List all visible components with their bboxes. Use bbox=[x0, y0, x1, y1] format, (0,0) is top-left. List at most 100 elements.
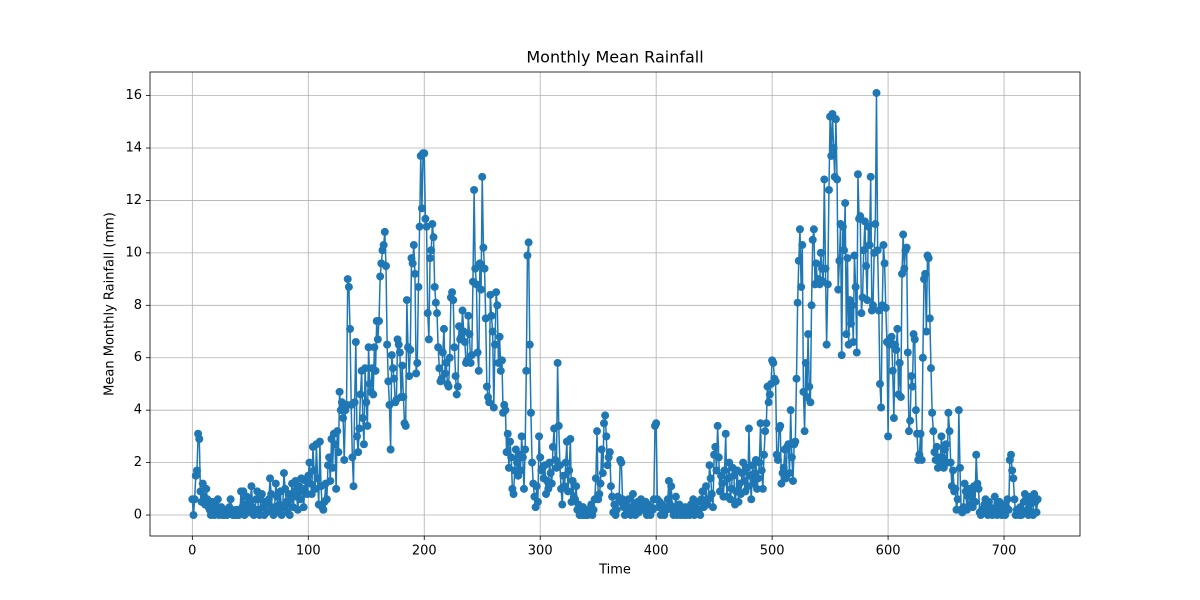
y-tick-label: 10 bbox=[125, 245, 142, 260]
data-point bbox=[707, 490, 716, 499]
data-point bbox=[599, 419, 608, 428]
data-point bbox=[516, 466, 525, 475]
data-point bbox=[458, 306, 467, 315]
data-point bbox=[841, 199, 850, 208]
data-point bbox=[195, 435, 204, 444]
ticks: 0 100 200 300 400 500 600 700 0 2 4 6 8 10 12 14 16 bbox=[125, 88, 1016, 558]
data-point bbox=[1010, 495, 1019, 504]
data-point bbox=[522, 366, 531, 375]
data-point bbox=[842, 330, 851, 339]
data-point bbox=[536, 453, 545, 462]
data-point bbox=[319, 505, 328, 514]
data-point bbox=[892, 345, 901, 354]
data-point bbox=[1008, 466, 1017, 475]
data-point bbox=[455, 322, 464, 331]
data-point bbox=[554, 421, 563, 430]
data-point bbox=[753, 484, 762, 493]
axes-frame bbox=[149, 71, 1081, 537]
data-point bbox=[464, 311, 473, 320]
data-point bbox=[496, 366, 505, 375]
data-point bbox=[471, 264, 480, 273]
data-point bbox=[1007, 450, 1016, 459]
data-point bbox=[953, 495, 962, 504]
data-point bbox=[365, 379, 374, 388]
data-point bbox=[1004, 505, 1013, 514]
data-point bbox=[756, 419, 765, 428]
data-point bbox=[558, 500, 567, 509]
data-point bbox=[946, 458, 955, 467]
data-point bbox=[895, 358, 904, 367]
data-point bbox=[525, 340, 534, 349]
x-tick-label: 300 bbox=[528, 544, 553, 559]
data-point bbox=[394, 340, 403, 349]
y-tick-label: 2 bbox=[134, 455, 142, 470]
data-point bbox=[402, 296, 411, 305]
x-tick-label: 200 bbox=[412, 544, 437, 559]
data-point bbox=[906, 416, 915, 425]
data-point bbox=[805, 382, 814, 391]
data-point bbox=[492, 288, 501, 297]
data-point bbox=[497, 356, 506, 365]
data-point bbox=[754, 474, 763, 483]
data-point bbox=[449, 296, 458, 305]
data-point bbox=[848, 301, 857, 310]
data-point bbox=[589, 505, 598, 514]
data-point bbox=[359, 440, 368, 449]
data-point bbox=[904, 427, 913, 436]
data-point bbox=[893, 324, 902, 333]
data-point bbox=[696, 511, 705, 520]
data-point bbox=[879, 241, 888, 250]
data-point bbox=[806, 398, 815, 407]
data-point bbox=[452, 390, 461, 399]
data-point bbox=[924, 254, 933, 263]
data-point bbox=[884, 432, 893, 441]
data-point bbox=[412, 369, 421, 378]
data-point bbox=[866, 172, 875, 181]
data-point bbox=[771, 377, 780, 386]
data-point bbox=[760, 450, 769, 459]
y-tick-label: 4 bbox=[134, 403, 142, 418]
data-point bbox=[1033, 495, 1042, 504]
data-point bbox=[800, 427, 809, 436]
data-point bbox=[192, 466, 201, 475]
data-point bbox=[506, 437, 515, 446]
y-tick-label: 8 bbox=[134, 298, 142, 313]
data-point bbox=[426, 254, 435, 263]
data-point bbox=[907, 372, 916, 381]
data-point bbox=[453, 382, 462, 391]
data-point bbox=[776, 421, 785, 430]
data-point bbox=[910, 335, 919, 344]
data-point bbox=[824, 185, 833, 194]
data-point bbox=[718, 479, 727, 488]
data-point bbox=[299, 503, 308, 512]
data-point bbox=[974, 484, 983, 493]
data-point bbox=[591, 474, 600, 483]
data-point bbox=[849, 338, 858, 347]
x-tick-label: 700 bbox=[992, 544, 1017, 559]
data-point bbox=[835, 256, 844, 265]
data-point bbox=[565, 466, 574, 475]
data-point bbox=[488, 327, 497, 336]
data-point bbox=[271, 479, 280, 488]
data-point bbox=[788, 476, 797, 485]
data-point bbox=[942, 440, 951, 449]
data-point bbox=[928, 408, 937, 417]
data-point bbox=[972, 450, 981, 459]
data-point bbox=[617, 458, 626, 467]
data-point bbox=[333, 427, 342, 436]
data-point bbox=[330, 440, 339, 449]
data-point bbox=[401, 421, 410, 430]
data-point bbox=[474, 366, 483, 375]
data-point bbox=[348, 453, 357, 462]
data-point bbox=[795, 225, 804, 234]
data-point bbox=[712, 466, 721, 475]
data-point bbox=[444, 382, 453, 391]
y-tick-label: 12 bbox=[125, 193, 142, 208]
data-point bbox=[856, 212, 865, 221]
data-point bbox=[340, 455, 349, 464]
data-point bbox=[605, 448, 614, 457]
data-point bbox=[831, 115, 840, 124]
data-point bbox=[431, 298, 440, 307]
data-point bbox=[744, 424, 753, 433]
